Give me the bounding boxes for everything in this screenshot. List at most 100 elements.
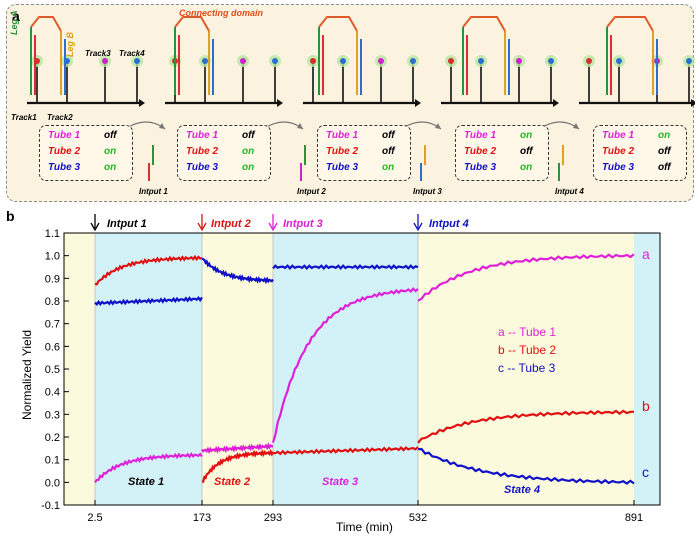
anchor-dot [134, 58, 140, 64]
phase-band [95, 233, 202, 505]
state-row: Tube 3 off [602, 162, 671, 173]
connecting-domain-arch [606, 16, 654, 32]
connecting-domain-arch [462, 16, 506, 32]
phase-band [273, 233, 418, 505]
y-tick-label: 0.9 [45, 273, 60, 285]
legend-tube1: a -- Tube 1 [498, 325, 557, 339]
input-arrowhead [197, 222, 207, 232]
state-box-4: Tube 1 on Tube 2 off Tube 3 on [455, 125, 549, 181]
chart-input-2-label: Intput 2 [211, 218, 251, 230]
anchor-dot [548, 58, 554, 64]
state-4-label: State 4 [504, 484, 541, 496]
state-row: Tube 2 off [464, 146, 533, 157]
chart-input-1-label: Intput 1 [107, 218, 147, 230]
state-row: Tube 3 on [464, 162, 533, 173]
phase-band [202, 233, 273, 505]
y-tick-label: 0.8 [45, 296, 60, 308]
y-tick-label: 0.2 [45, 432, 60, 444]
x-tick-label: 2.5 [87, 512, 102, 524]
transition-arrowhead [435, 123, 441, 129]
anchor-dot [272, 58, 278, 64]
anchor-dot [448, 58, 454, 64]
anchor-dot [410, 58, 416, 64]
series-3-segment [94, 295, 203, 307]
state-box-3: Tube 1 off Tube 2 off Tube 3 on [317, 125, 411, 181]
input-4-label: Intput 4 [555, 187, 584, 196]
anchor-dot [202, 58, 208, 64]
x-tick-label: 532 [409, 512, 427, 524]
x-tick-label: 293 [264, 512, 282, 524]
input-arrowhead [413, 222, 423, 232]
track-arrowhead [553, 99, 559, 107]
walker-schematic-diagram [27, 16, 695, 181]
state-3-label: State 3 [322, 476, 359, 488]
curve-letter-a: a [642, 246, 650, 262]
panel-a-schematic: a Connecting domain Leg A Leg B Track1 T… [6, 4, 695, 202]
series-2-segment [94, 254, 203, 286]
y-tick-label: 0.1 [45, 455, 60, 467]
legend-tube2: b -- Tube 2 [498, 343, 557, 357]
track3-label: Track3 [85, 49, 111, 58]
series-1-segment [417, 253, 635, 302]
state-2-label: State 2 [214, 476, 251, 488]
series-3-segment [201, 257, 274, 285]
state-row: Tube 2 on [48, 146, 117, 157]
state-row: Tube 1 off [326, 130, 395, 141]
state-row: Tube 2 off [326, 146, 395, 157]
connecting-domain-arch [174, 16, 210, 32]
state-row: Tube 1 off [48, 130, 117, 141]
x-axis-title: Time (min) [336, 520, 393, 534]
y-tick-label: 0.7 [45, 319, 60, 331]
series-1-segment [94, 452, 203, 483]
track-arrowhead [139, 99, 145, 107]
series-1-segment [201, 442, 274, 455]
state-box-5: Tube 1 on Tube 2 off Tube 3 off [593, 125, 687, 181]
state-row: Tube 2 off [602, 146, 671, 157]
chart-input-4-label: Intput 4 [429, 218, 469, 230]
y-axis-title: Normalized Yield [20, 329, 34, 420]
transition-arrowhead [573, 123, 579, 129]
input-3-label: Intput 3 [413, 187, 442, 196]
input-2-label: Intput 2 [297, 187, 326, 196]
phase-band [634, 233, 660, 505]
state-row: Tube 3 on [48, 162, 117, 173]
track-arrowhead [415, 99, 421, 107]
transition-arrowhead [159, 123, 165, 129]
state-row: Tube 3 on [186, 162, 255, 173]
anchor-dot [378, 58, 384, 64]
connecting-domain-arch [30, 16, 62, 32]
x-tick-label: 891 [625, 512, 643, 524]
curve-letter-c: c [642, 464, 649, 480]
y-tick-label: 0.4 [45, 387, 60, 399]
y-tick-label: 0.5 [45, 364, 60, 376]
track2-label: Track2 [47, 113, 73, 122]
anchor-dot [478, 58, 484, 64]
track-arrowhead [277, 99, 283, 107]
series-2-segment [201, 449, 274, 483]
input-arrowhead [268, 222, 278, 232]
y-tick-label: 1.1 [45, 228, 60, 240]
y-tick-label: 0.3 [45, 409, 60, 421]
anchor-dot [616, 58, 622, 64]
state-row: Tube 2 on [186, 146, 255, 157]
state-1-label: State 1 [128, 476, 165, 488]
anchor-dot [240, 58, 246, 64]
state-box-2: Tube 1 off Tube 2 on Tube 3 on [177, 125, 271, 181]
transition-arrowhead [297, 123, 303, 129]
anchor-dot [310, 58, 316, 64]
yield-chart: -0.1 0.0 0.1 0.2 0.3 0.4 0.5 0.6 0.7 0.8 0.9 1.0 1.1… [41, 214, 661, 524]
leg-b-label: Leg B [65, 31, 75, 57]
anchor-dot [516, 58, 522, 64]
x-tick-label: 173 [193, 512, 211, 524]
input-1-label: Intput 1 [139, 187, 168, 196]
leg-a-label: Leg A [9, 10, 19, 35]
panel-a-label: a [12, 8, 20, 24]
state-row: Tube 1 on [602, 130, 671, 141]
series-2-segment [272, 446, 419, 456]
y-tick-label: 0.0 [45, 477, 60, 489]
state-row: Tube 3 on [326, 162, 395, 173]
anchor-dot [686, 58, 692, 64]
anchor-dot [586, 58, 592, 64]
input-arrowhead [90, 222, 100, 232]
y-tick-label: 1.0 [45, 251, 60, 263]
